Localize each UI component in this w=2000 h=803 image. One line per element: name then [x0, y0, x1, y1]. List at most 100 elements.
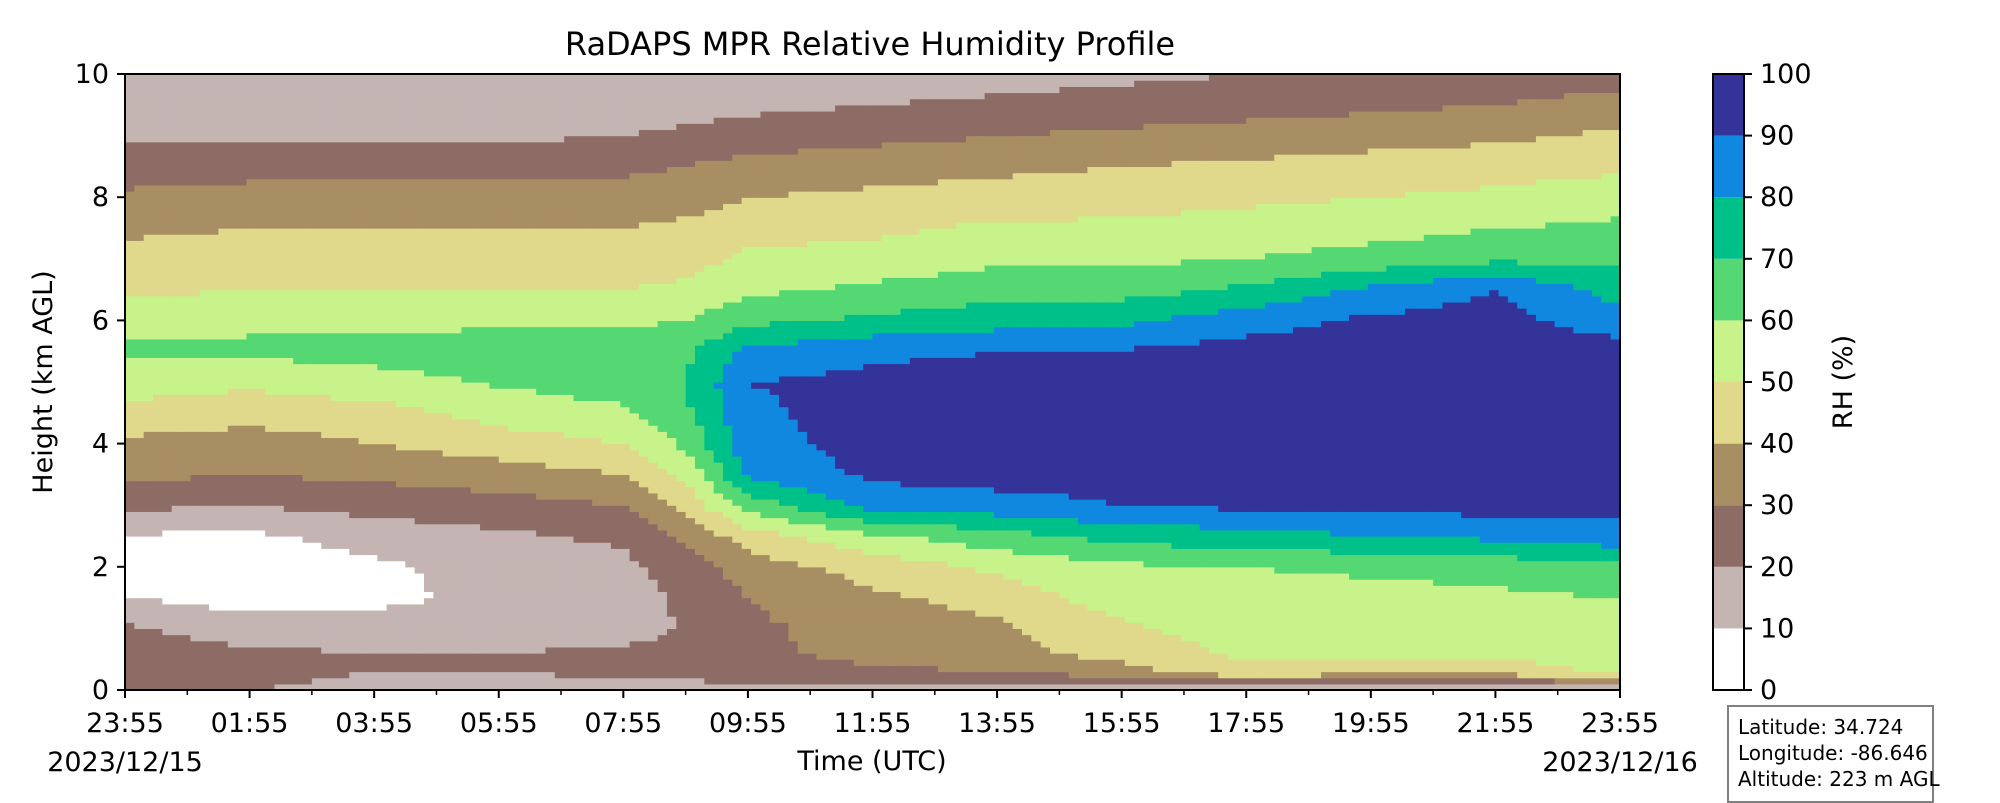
rh-cell — [125, 622, 135, 629]
rh-cell — [153, 597, 163, 605]
rh-cell — [255, 616, 266, 623]
rh-cell — [358, 659, 369, 666]
rh-cell — [713, 671, 724, 679]
rh-cell — [536, 683, 547, 691]
rh-cell — [1068, 628, 1079, 636]
rh-cell — [526, 659, 537, 666]
rh-cell — [1264, 616, 1275, 623]
rh-cell — [713, 548, 724, 556]
rh-cell — [1274, 597, 1285, 605]
rh-cell — [1302, 683, 1313, 691]
rh-cell — [452, 585, 462, 593]
rh-cell — [1115, 616, 1126, 623]
rh-cell — [1022, 628, 1032, 636]
rh-cell — [825, 560, 836, 568]
rh-cell — [694, 659, 705, 666]
rh-cell — [1517, 548, 1528, 556]
rh-cell — [723, 677, 733, 685]
rh-cell — [498, 622, 509, 629]
rh-cell — [489, 505, 500, 512]
rh-cell — [395, 597, 406, 605]
rh-cell — [265, 566, 276, 574]
rh-cell — [1423, 683, 1434, 691]
rh-cell — [732, 616, 743, 623]
rh-cell — [1031, 499, 1042, 506]
rh-cell — [1610, 628, 1621, 636]
rh-cell — [835, 646, 846, 654]
rh-cell — [470, 603, 481, 611]
rh-cell — [1283, 523, 1294, 531]
rh-cell — [470, 591, 481, 599]
rh-cell — [339, 646, 350, 654]
rh-cell — [162, 591, 173, 599]
rh-cell — [993, 634, 1004, 642]
rh-cell — [760, 640, 771, 648]
rh-cell — [993, 683, 1004, 691]
rh-cell — [274, 542, 285, 549]
rh-cell — [1264, 653, 1275, 660]
rh-cell — [545, 529, 556, 537]
rh-cell — [1134, 579, 1145, 586]
rh-cell — [1087, 646, 1098, 654]
rh-cell — [526, 536, 537, 543]
rh-cell — [1180, 529, 1191, 537]
rh-cell — [863, 505, 874, 512]
rh-cell — [1358, 603, 1369, 611]
rh-cell — [1143, 653, 1154, 660]
rh-cell — [1068, 677, 1079, 685]
rh-cell — [1255, 616, 1266, 623]
rh-cell — [1218, 511, 1229, 519]
rh-cell — [1292, 499, 1303, 506]
rh-cell — [1124, 548, 1135, 556]
rh-cell — [1377, 572, 1387, 580]
rh-cell — [1078, 622, 1088, 629]
rh-cell — [452, 554, 462, 562]
rh-cell — [227, 591, 238, 599]
rh-cell — [685, 665, 696, 673]
rh-cell — [984, 640, 995, 648]
rh-cell — [825, 659, 836, 666]
rh-cell — [685, 677, 696, 685]
rh-cell — [919, 597, 930, 605]
rh-cell — [1096, 591, 1107, 599]
rh-cell — [377, 536, 388, 543]
rh-cell — [452, 511, 462, 519]
rh-cell — [1134, 542, 1145, 549]
rh-cell — [1246, 671, 1257, 679]
rh-cell — [405, 542, 416, 549]
rh-cell — [947, 671, 958, 679]
rh-cell — [237, 536, 248, 543]
rh-cell — [1180, 560, 1191, 568]
rh-cell — [1545, 554, 1556, 562]
rh-cell — [1517, 572, 1528, 580]
rh-cell — [1545, 628, 1556, 636]
rh-cell — [825, 603, 836, 611]
rh-cell — [1498, 517, 1509, 525]
rh-cell — [1264, 523, 1275, 531]
rh-cell — [1582, 677, 1593, 685]
rh-cell — [956, 517, 967, 525]
rh-cell — [1292, 671, 1303, 679]
rh-cell — [825, 585, 836, 593]
rh-cell — [526, 585, 537, 593]
rh-cell — [274, 659, 285, 666]
rh-cell — [424, 659, 434, 666]
rh-cell — [1461, 572, 1472, 580]
rh-cell — [330, 609, 341, 617]
rh-cell — [1442, 548, 1453, 556]
rh-cell — [489, 560, 500, 568]
rh-cell — [405, 591, 416, 599]
rh-cell — [433, 597, 444, 605]
rh-cell — [1162, 585, 1173, 593]
rh-cell — [1236, 529, 1247, 537]
rh-cell — [704, 511, 715, 519]
rh-cell — [844, 542, 855, 549]
rh-cell — [1143, 646, 1154, 654]
rh-cell — [536, 597, 547, 605]
rh-cell — [704, 548, 715, 556]
rh-cell — [283, 646, 294, 654]
rh-cell — [395, 548, 406, 556]
rh-cell — [694, 566, 705, 574]
rh-cell — [274, 523, 285, 531]
rh-cell — [1292, 579, 1303, 586]
